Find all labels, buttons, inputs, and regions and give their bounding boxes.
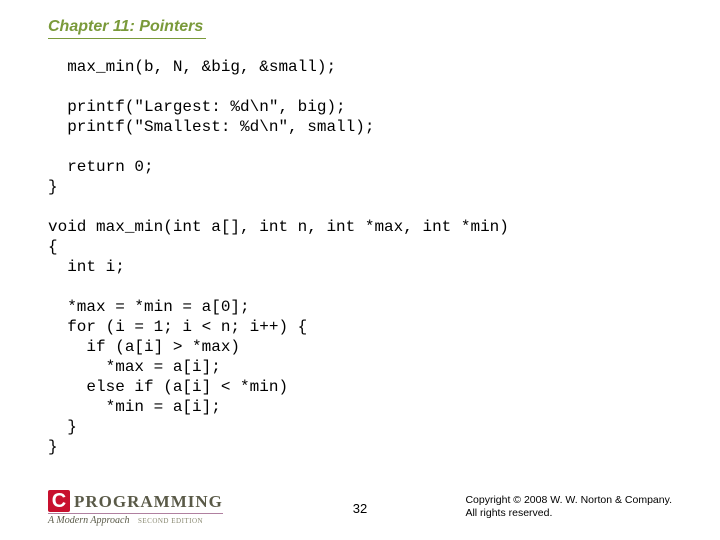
copyright-line-2: All rights reserved.	[465, 507, 672, 520]
copyright-line-1: Copyright © 2008 W. W. Norton & Company.	[465, 494, 672, 507]
slide: Chapter 11: Pointers max_min(b, N, &big,…	[0, 0, 720, 540]
logo-edition: SECOND EDITION	[138, 517, 203, 525]
copyright-block: Copyright © 2008 W. W. Norton & Company.…	[465, 494, 672, 520]
code-block: max_min(b, N, &big, &small); printf("Lar…	[48, 57, 672, 457]
title-underline	[48, 38, 206, 39]
logo-subtitle: A Modern Approach	[48, 515, 129, 526]
chapter-title: Chapter 11: Pointers	[48, 18, 672, 36]
footer: C PROGRAMMING A Modern Approach SECOND E…	[0, 482, 720, 526]
